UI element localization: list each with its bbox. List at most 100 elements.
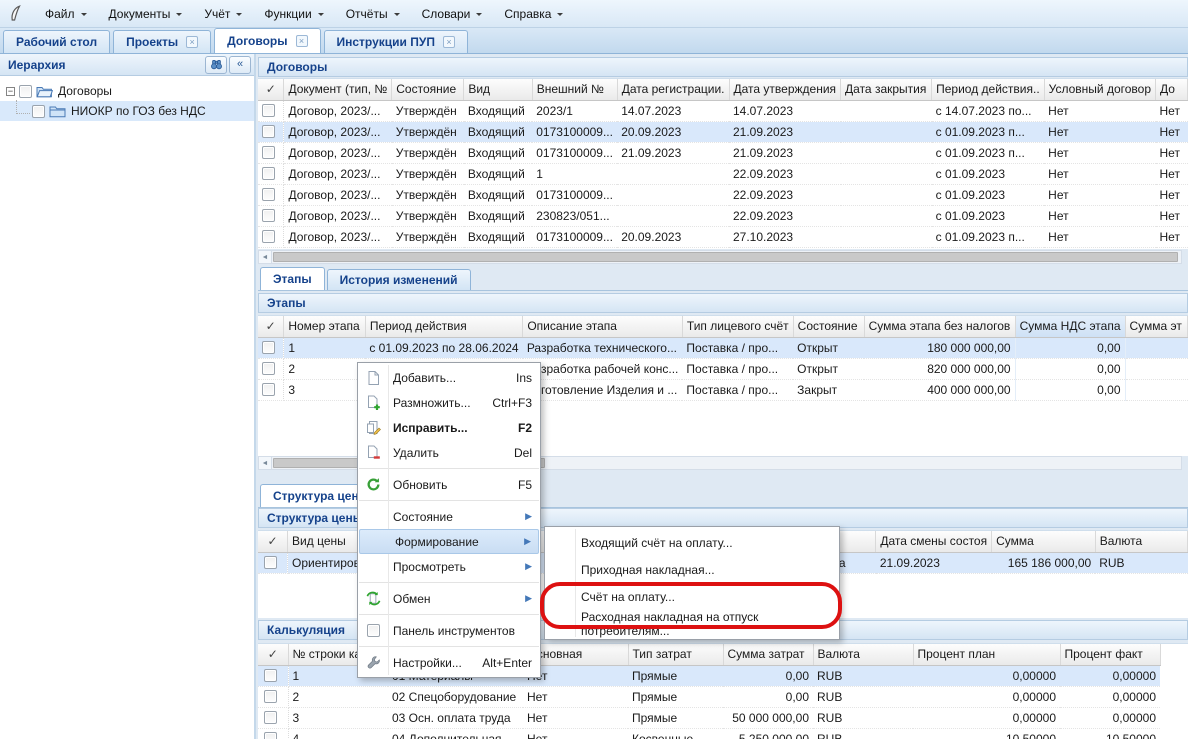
column-header[interactable]: Дата регистрации. (617, 79, 730, 101)
column-header[interactable]: Тип лицевого счёт (682, 316, 794, 338)
column-header[interactable]: Тип затрат (628, 644, 724, 666)
menu-item-toolbar-panel[interactable]: Панель инструментов (358, 618, 540, 643)
row-checkbox[interactable] (262, 125, 276, 138)
column-header[interactable]: Основная (523, 644, 629, 666)
menu-help[interactable]: Справка (493, 3, 574, 25)
row-checkbox[interactable] (262, 209, 276, 222)
menu-item-formation[interactable]: Формирование ▶ (359, 529, 539, 554)
row-checkbox[interactable] (262, 341, 276, 354)
row-checkbox[interactable] (262, 230, 276, 243)
menu-dictionaries[interactable]: Словари (411, 3, 494, 25)
collapse-expander-icon[interactable]: − (6, 85, 15, 96)
column-header[interactable]: Документ (тип, № (283, 79, 393, 101)
search-binoculars-button[interactable] (205, 55, 227, 74)
menu-item-refresh[interactable]: Обновить F5 (358, 472, 540, 497)
row-checkbox[interactable] (262, 104, 276, 117)
column-header[interactable]: ✓ (258, 316, 285, 338)
menu-accounting[interactable]: Учёт (193, 3, 253, 25)
column-header[interactable]: Дата утверждения (729, 79, 842, 101)
column-header[interactable]: Внешний № (532, 79, 618, 101)
column-header[interactable]: Сумма этапа без налогов (864, 316, 1016, 338)
column-header[interactable]: Процент план (913, 644, 1061, 666)
column-header[interactable]: Сумма эт (1125, 316, 1188, 338)
column-header[interactable]: Состояние (793, 316, 865, 338)
tree-checkbox[interactable] (19, 84, 32, 98)
table-row[interactable]: Договор, 2023/... Утверждён Входящий 017310… (258, 142, 1188, 164)
row-checkbox[interactable] (262, 362, 276, 375)
menu-item-exchange[interactable]: Обмен ▶ (358, 586, 540, 611)
column-header[interactable]: Состояние (391, 79, 465, 101)
tab-desktop[interactable]: Рабочий стол (3, 30, 111, 53)
column-header[interactable]: Номер этапа (283, 316, 366, 338)
submenu-item-receipt-note[interactable]: Приходная накладная... (581, 562, 715, 577)
scroll-left-arrow-icon[interactable]: ◄ (259, 251, 272, 263)
row-checkbox[interactable] (262, 383, 276, 396)
tab-price-structure[interactable]: Структура цены (260, 484, 382, 507)
row-checkbox[interactable] (264, 711, 278, 724)
tab-contracts[interactable]: Договоры × (214, 28, 321, 53)
tree-item-niokr[interactable]: НИОКР по ГОЗ без НДС (0, 100, 254, 121)
menu-functions[interactable]: Функции (253, 3, 334, 25)
table-row[interactable]: Договор, 2023/... Утверждён Входящий 2023/1… (258, 100, 1188, 122)
scrollbar-thumb[interactable] (273, 252, 1178, 262)
tab-etapy[interactable]: Этапы (260, 267, 325, 290)
column-header[interactable]: Вид (463, 79, 533, 101)
menu-reports[interactable]: Отчёты (335, 3, 411, 25)
menu-documents[interactable]: Документы (98, 3, 194, 25)
column-header[interactable]: Процент факт (1060, 644, 1161, 666)
scroll-left-arrow-icon[interactable]: ◄ (259, 457, 272, 469)
menu-file[interactable]: Файл (34, 3, 98, 25)
column-header[interactable]: Валюта (1095, 531, 1188, 553)
row-checkbox[interactable] (262, 167, 276, 180)
submenu-item-incoming-invoice[interactable]: Входящий счёт на оплату... (581, 535, 733, 550)
table-row[interactable]: 3 03 Осн. оплата труда Нет Прямые 50 000 000… (258, 707, 1160, 729)
row-checkbox[interactable] (264, 690, 278, 703)
tab-pup-instructions[interactable]: Инструкции ПУП × (323, 30, 468, 53)
column-header[interactable]: Период действия.. (931, 79, 1045, 101)
table-row[interactable]: 4 04 Дополнительная... Нет Косвенные 5 250 0… (258, 728, 1160, 739)
tree-checkbox[interactable] (32, 104, 45, 118)
column-header[interactable]: ✓ (258, 644, 289, 666)
row-checkbox[interactable] (264, 556, 278, 569)
column-header[interactable]: Валюта (813, 644, 914, 666)
column-header[interactable]: Описание этапа (522, 316, 683, 338)
tab-history[interactable]: История изменений (326, 269, 471, 290)
column-header[interactable]: До (1155, 79, 1188, 101)
column-header[interactable]: Дата смены состоя (875, 531, 993, 553)
tree-item-contracts[interactable]: − Договоры (6, 84, 112, 98)
table-row[interactable]: Договор, 2023/... Утверждён Входящий 230823… (258, 205, 1188, 227)
column-header[interactable]: Условный договор (1044, 79, 1157, 101)
column-header[interactable]: Сумма НДС этапа (1015, 316, 1126, 338)
table-row[interactable]: Договор, 2023/... Утверждён Входящий 017310… (258, 226, 1188, 248)
column-header[interactable]: Сумма затрат (723, 644, 814, 666)
tab-close-icon[interactable]: × (186, 36, 199, 48)
contracts-hscrollbar[interactable]: ◄ (258, 250, 1182, 264)
collapse-panel-button[interactable]: « (229, 55, 251, 74)
row-checkbox[interactable] (264, 732, 278, 739)
table-row[interactable]: Договор, 2023/... Утверждён Входящий 017310… (258, 184, 1188, 206)
row-checkbox[interactable] (262, 188, 276, 201)
submenu-item-outgoing-note[interactable]: Расходная накладная на отпуск потребител… (581, 609, 759, 638)
menu-item-settings[interactable]: Настройки... Alt+Enter (358, 650, 540, 675)
submenu-item-payment-invoice[interactable]: Счёт на оплату... (581, 589, 675, 604)
menu-item-view[interactable]: Просмотреть ▶ (393, 559, 532, 574)
menu-item-add[interactable]: Добавить... Ins (358, 365, 540, 390)
table-row[interactable]: Договор, 2023/... Утверждён Входящий 017310… (258, 121, 1188, 143)
table-row[interactable]: 2 02 Спецоборудование Нет Прямые 0,00 RUB 0,00… (258, 686, 1160, 708)
tab-projects[interactable]: Проекты × (113, 30, 212, 53)
menu-item-duplicate[interactable]: Размножить... Ctrl+F3 (358, 390, 540, 415)
menu-item-delete[interactable]: Удалить Del (358, 440, 540, 465)
table-row[interactable]: Договор, 2023/... Утверждён Входящий 1 22.09… (258, 163, 1188, 185)
tab-close-icon[interactable]: × (442, 36, 455, 48)
column-header[interactable]: Сумма (991, 531, 1096, 553)
row-checkbox[interactable] (262, 146, 276, 159)
tab-close-icon[interactable]: × (295, 35, 308, 47)
column-header[interactable]: Период действия (365, 316, 524, 338)
column-header[interactable]: ✓ (258, 531, 289, 553)
menu-item-state[interactable]: Состояние ▶ (393, 509, 532, 524)
menu-item-edit[interactable]: Исправить... F2 (358, 415, 540, 440)
column-header[interactable]: ✓ (258, 79, 285, 101)
column-header[interactable]: Дата закрытия (840, 79, 933, 101)
row-checkbox[interactable] (264, 669, 278, 682)
